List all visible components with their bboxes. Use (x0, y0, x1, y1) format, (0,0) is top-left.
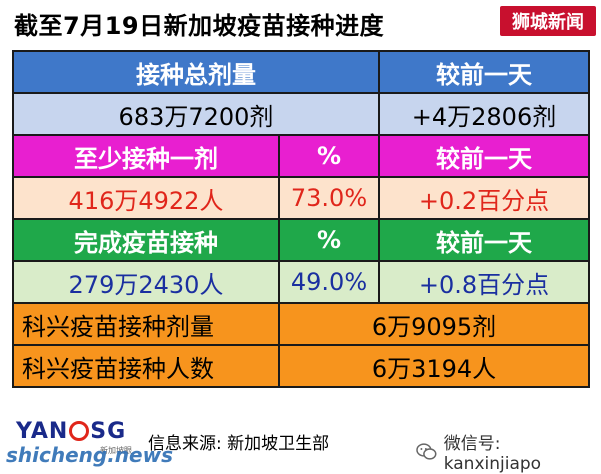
sinovac-doses-row: 科兴疫苗接种剂量 6万9095剂 (12, 302, 590, 346)
fully-vaccinated-value-row: 279万2430人 49.0% +0.8百分点 (12, 260, 590, 304)
source-text: 信息来源: 新加坡卫生部 (148, 434, 330, 454)
first-dose-header: 至少接种一剂 (12, 134, 280, 178)
vaccination-table: 接种总剂量 较前一天 683万7200剂 +4万2806剂 至少接种一剂 % 较… (12, 50, 590, 388)
total-doses-change-value: +4万2806剂 (378, 92, 590, 136)
wechat-icon (416, 442, 437, 460)
fully-vaccinated-header: 完成疫苗接种 (12, 218, 280, 262)
brand-tag: 狮城新闻 (500, 6, 596, 36)
fully-vaccinated-percent-header: % (278, 218, 380, 262)
total-doses-change-header: 较前一天 (378, 50, 590, 94)
logo-subtitle: 新加坡眼 (100, 446, 132, 455)
yansg-logo: YAN SG (16, 419, 126, 444)
watermark: shicheng.news (6, 443, 173, 467)
first-dose-change-header: 较前一天 (378, 134, 590, 178)
sinovac-people-value: 6万3194人 (278, 344, 590, 388)
first-dose-value: 416万4922人 (12, 176, 280, 220)
first-dose-percent-value: 73.0% (278, 176, 380, 220)
fully-vaccinated-percent-value: 49.0% (278, 260, 380, 304)
sinovac-people-row: 科兴疫苗接种人数 6万3194人 (12, 344, 590, 388)
fully-vaccinated-change-header: 较前一天 (378, 218, 590, 262)
total-doses-value-row: 683万7200剂 +4万2806剂 (12, 92, 590, 136)
logo-text-right: SG (90, 419, 127, 444)
page-title: 截至7月19日新加坡疫苗接种进度 (14, 12, 385, 40)
total-doses-value: 683万7200剂 (12, 92, 380, 136)
first-dose-header-row: 至少接种一剂 % 较前一天 (12, 134, 590, 178)
footer: YAN SG 新加坡眼 信息来源: 新加坡卫生部 微信号: kanxinjiapo… (0, 415, 601, 474)
total-doses-header-row: 接种总剂量 较前一天 (12, 50, 590, 94)
fully-vaccinated-value: 279万2430人 (12, 260, 280, 304)
first-dose-change-value: +0.2百分点 (378, 176, 590, 220)
logo-ring-icon (69, 421, 90, 441)
logo-text-left: YAN (16, 419, 69, 444)
wechat-id: 微信号: kanxinjiapo (416, 429, 601, 474)
sinovac-people-label: 科兴疫苗接种人数 (12, 344, 280, 388)
sinovac-doses-value: 6万9095剂 (278, 302, 590, 346)
wechat-text: 微信号: kanxinjiapo (443, 434, 542, 474)
fully-vaccinated-header-row: 完成疫苗接种 % 较前一天 (12, 218, 590, 262)
first-dose-percent-header: % (278, 134, 380, 178)
sinovac-doses-label: 科兴疫苗接种剂量 (12, 302, 280, 346)
total-doses-header: 接种总剂量 (12, 50, 380, 94)
fully-vaccinated-change-value: +0.8百分点 (378, 260, 590, 304)
first-dose-value-row: 416万4922人 73.0% +0.2百分点 (12, 176, 590, 220)
